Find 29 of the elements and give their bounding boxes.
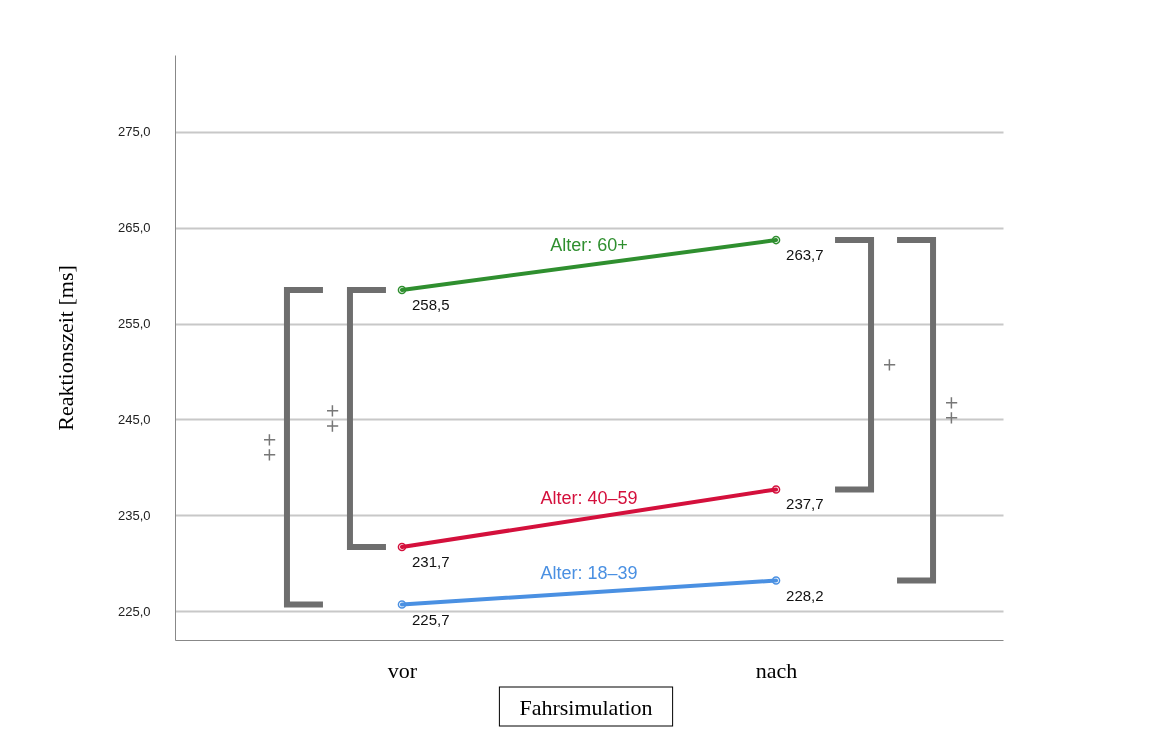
point [771,576,781,585]
x-tick-label: vor [387,657,418,683]
series-label: Alter: 60+ [550,235,628,256]
y-tick-label: 225,0 [117,603,151,619]
point [397,542,407,552]
y-tick-label: 245,0 [117,411,151,427]
annotation: ++ [259,432,281,463]
data-label: 237,7 [786,495,824,513]
annotation: ++ [322,403,344,434]
series-label: Alter: 40–59 [540,488,638,509]
point [771,485,781,494]
data-label: 228,2 [786,586,824,604]
point [397,285,407,295]
y-tick-label: 265,0 [117,220,151,236]
point [397,600,407,609]
x-axis-title: Fahrsimulation [519,695,653,720]
y-axis-title: Reaktionszeit [ms] [52,265,78,431]
annotation: + [880,357,902,373]
data-label: 263,7 [786,246,824,264]
data-label: 258,5 [411,295,450,313]
series-label: Alter: 18–39 [540,562,638,583]
x-tick-label: nach [755,657,798,683]
y-tick-label: 235,0 [117,507,151,523]
data-label: 225,7 [411,610,450,628]
data-label: 231,7 [411,552,450,570]
y-tick-label: 275,0 [117,124,151,140]
annotation: ++ [942,395,964,426]
y-tick-label: 255,0 [117,316,151,332]
point [771,235,781,245]
